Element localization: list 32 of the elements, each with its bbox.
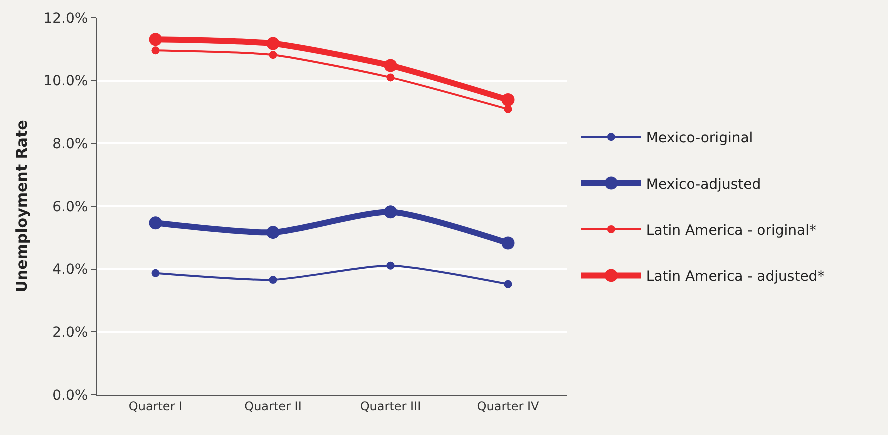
point bbox=[504, 105, 512, 114]
y-tick-label: 0.0% bbox=[52, 388, 88, 404]
point bbox=[269, 51, 278, 60]
legend-label: Latin America - original* bbox=[646, 222, 817, 239]
point bbox=[502, 94, 515, 106]
point bbox=[149, 33, 162, 46]
point bbox=[266, 37, 280, 50]
point bbox=[384, 206, 398, 219]
point bbox=[502, 236, 515, 250]
point bbox=[504, 280, 512, 288]
point bbox=[386, 262, 395, 270]
point bbox=[266, 226, 280, 240]
x-tick-label: Quarter IV bbox=[477, 399, 540, 414]
x-tick-label: Quarter III bbox=[360, 399, 422, 414]
point bbox=[152, 269, 160, 278]
point bbox=[149, 216, 162, 230]
x-tick-label: Quarter I bbox=[128, 399, 183, 414]
point bbox=[152, 46, 160, 55]
y-tick-label: 6.0% bbox=[52, 199, 88, 216]
point bbox=[384, 59, 398, 72]
y-axis-title: Unemployment Rate bbox=[12, 120, 31, 293]
legend-label: Mexico-adjusted bbox=[646, 176, 762, 193]
point bbox=[269, 276, 278, 284]
y-tick-label: 4.0% bbox=[52, 262, 88, 278]
y-tick-label: 8.0% bbox=[52, 136, 88, 153]
y-tick-label: 2.0% bbox=[52, 325, 88, 342]
legend-label: Latin America - adjusted* bbox=[646, 269, 825, 286]
x-tick-label: Quarter II bbox=[244, 399, 302, 414]
y-tick-label: 12.0% bbox=[44, 10, 88, 27]
point bbox=[386, 74, 395, 82]
legend-label: Mexico-original bbox=[646, 130, 754, 147]
y-tick-label: 10.0% bbox=[44, 74, 88, 90]
